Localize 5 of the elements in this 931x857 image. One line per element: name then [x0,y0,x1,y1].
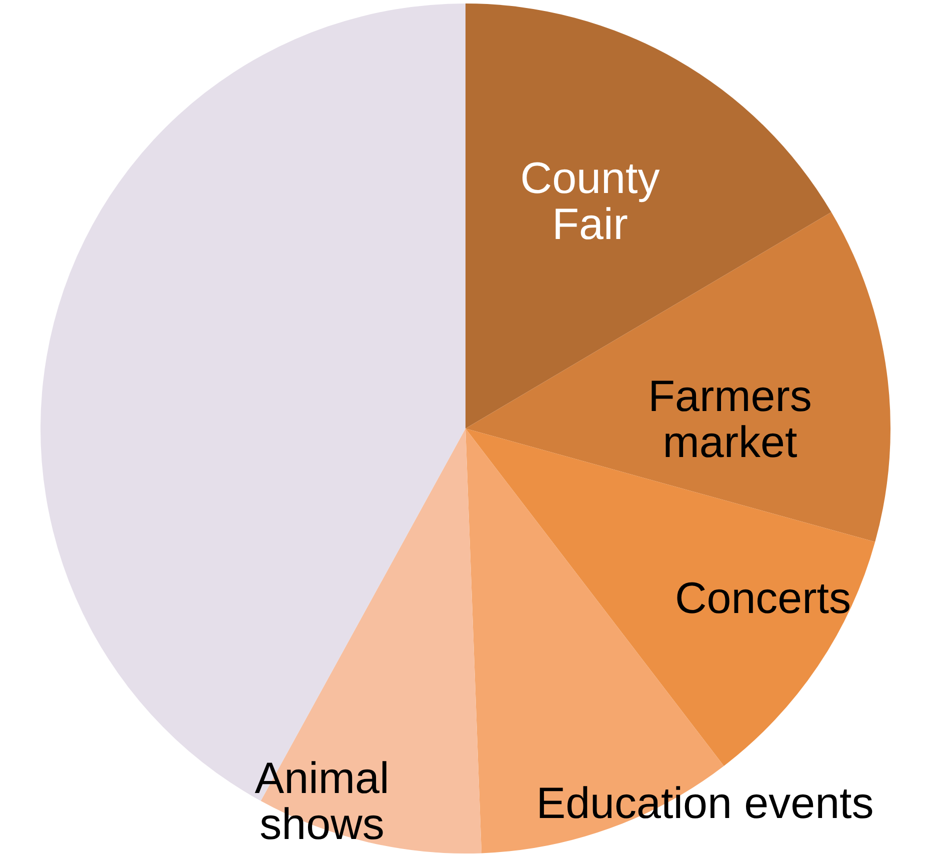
slice-label: Concerts [674,574,852,623]
pie-slice [41,4,466,801]
slice-label: Farmers market [648,372,812,467]
slice-label: County Fair [520,154,660,249]
slice-label: Animal shows [254,754,390,849]
